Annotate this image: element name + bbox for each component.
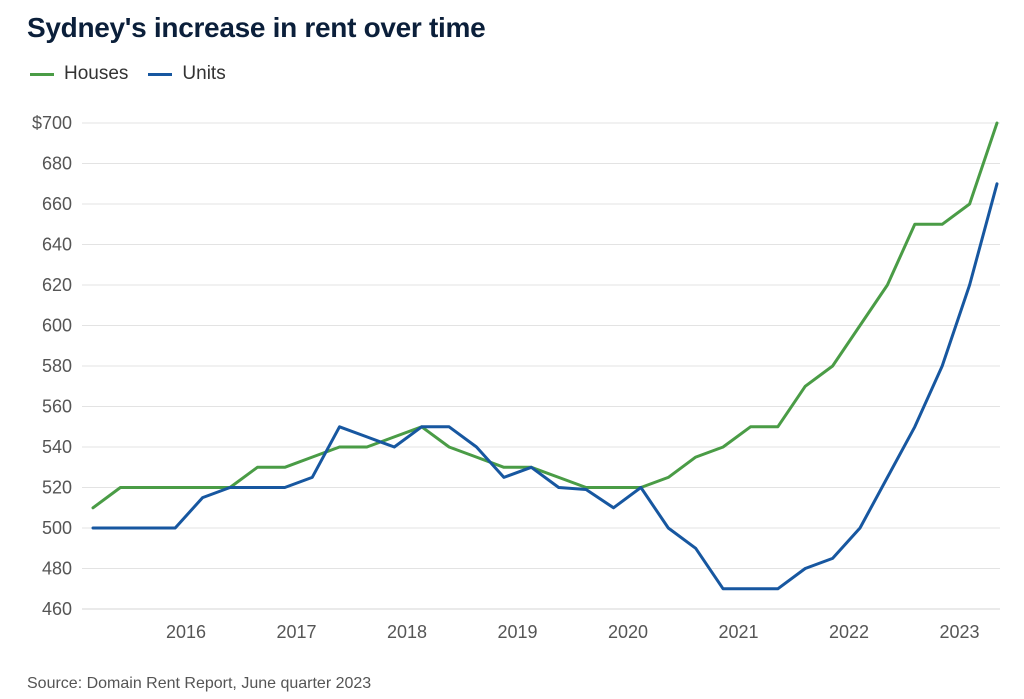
x-tick-label: 2018 (387, 622, 427, 642)
y-tick-label: 640 (42, 235, 72, 255)
x-tick-label: 2021 (718, 622, 758, 642)
y-tick-label: $700 (32, 113, 72, 133)
x-tick-label: 2016 (166, 622, 206, 642)
legend-label-houses: Houses (64, 63, 129, 84)
y-tick-label: 540 (42, 437, 72, 457)
legend: Houses Units (30, 63, 246, 85)
x-axis-ticks: 2016 2017 2018 2019 2020 2021 2022 2023 (166, 622, 980, 642)
y-axis-ticks: $700 680 660 640 620 600 580 560 540 520 500 480 460 (32, 113, 72, 619)
y-tick-label: 680 (42, 154, 72, 174)
x-tick-label: 2022 (829, 622, 869, 642)
x-tick-label: 2020 (608, 622, 648, 642)
series-line-houses (91, 121, 999, 510)
legend-label-units: Units (182, 63, 226, 84)
source-note: Source: Domain Rent Report, June quarter… (27, 675, 372, 692)
y-tick-label: 600 (42, 316, 72, 336)
y-tick-label: 620 (42, 275, 72, 295)
chart-title: Sydney's increase in rent over time (27, 12, 486, 43)
y-tick-label: 520 (42, 478, 72, 498)
legend-item-houses: Houses (30, 63, 128, 85)
y-tick-label: 580 (42, 356, 72, 376)
legend-item-units: Units (148, 63, 226, 85)
legend-swatch-houses (30, 72, 54, 76)
line-chart: $700 680 660 640 620 600 580 560 540 520 500 480 460… (32, 113, 1000, 642)
x-tick-label: 2019 (497, 622, 537, 642)
grid-lines (82, 122, 1000, 610)
legend-swatch-units (148, 72, 173, 76)
y-tick-label: 560 (42, 397, 72, 417)
y-tick-label: 500 (42, 518, 72, 538)
y-tick-label: 480 (42, 559, 72, 579)
x-tick-label: 2017 (276, 622, 316, 642)
y-tick-label: 460 (42, 599, 72, 619)
x-tick-label: 2023 (939, 622, 979, 642)
series-line-units (91, 182, 999, 591)
y-tick-label: 660 (42, 194, 72, 214)
series-lines (91, 121, 999, 591)
